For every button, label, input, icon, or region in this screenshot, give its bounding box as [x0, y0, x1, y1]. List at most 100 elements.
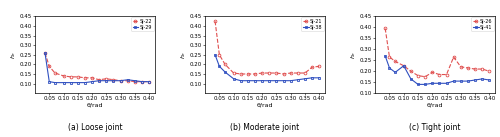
X-axis label: θ/rad: θ/rad: [427, 103, 444, 108]
SJ-22: [89, 77, 95, 79]
Text: (b) Moderate joint: (b) Moderate joint: [230, 122, 300, 132]
SJ-41: [444, 82, 450, 84]
SJ-29: [132, 80, 138, 82]
SJ-26: [450, 56, 456, 58]
SJ-41: [450, 80, 456, 82]
SJ-38: [274, 80, 280, 82]
SJ-26: [392, 61, 398, 62]
SJ-29: [82, 82, 88, 83]
SJ-22: [139, 81, 145, 82]
SJ-41: [436, 82, 442, 84]
SJ-41: [486, 79, 492, 81]
SJ-38: [230, 78, 236, 80]
SJ-26: [400, 65, 406, 67]
SJ-22: [46, 65, 52, 67]
SJ-41: [386, 67, 392, 69]
SJ-26: [386, 56, 392, 58]
Text: (c) Tight joint: (c) Tight joint: [410, 122, 461, 132]
SJ-21: [316, 65, 322, 67]
SJ-38: [316, 77, 322, 79]
SJ-29: [118, 80, 124, 82]
SJ-29: [124, 79, 130, 81]
SJ-29: [42, 52, 48, 54]
Line: SJ-38: SJ-38: [214, 53, 320, 82]
Y-axis label: $h_e$: $h_e$: [350, 51, 358, 59]
SJ-21: [295, 72, 301, 74]
SJ-38: [216, 65, 222, 67]
SJ-26: [382, 28, 388, 29]
SJ-22: [52, 72, 58, 74]
SJ-21: [252, 73, 258, 75]
SJ-41: [430, 82, 436, 84]
SJ-29: [75, 82, 81, 83]
SJ-38: [302, 78, 308, 80]
SJ-21: [222, 64, 228, 65]
SJ-29: [52, 82, 58, 83]
SJ-41: [465, 80, 471, 82]
SJ-29: [60, 82, 66, 83]
SJ-21: [266, 72, 272, 74]
SJ-41: [479, 78, 485, 80]
Y-axis label: $h_e$: $h_e$: [10, 51, 18, 59]
SJ-21: [259, 72, 265, 74]
SJ-22: [68, 76, 73, 78]
SJ-22: [82, 77, 88, 79]
SJ-26: [422, 76, 428, 78]
SJ-41: [422, 84, 428, 85]
SJ-21: [274, 72, 280, 74]
SJ-29: [89, 81, 95, 82]
SJ-38: [245, 80, 251, 82]
SJ-41: [415, 84, 421, 85]
Line: SJ-29: SJ-29: [44, 52, 150, 84]
SJ-29: [139, 81, 145, 82]
Line: SJ-26: SJ-26: [384, 27, 490, 78]
SJ-38: [295, 79, 301, 81]
SJ-38: [222, 71, 228, 73]
Line: SJ-22: SJ-22: [44, 52, 150, 83]
SJ-26: [408, 70, 414, 72]
Line: SJ-41: SJ-41: [384, 55, 490, 86]
SJ-38: [252, 80, 258, 82]
SJ-21: [216, 54, 222, 56]
Text: (a) Loose joint: (a) Loose joint: [68, 122, 122, 132]
SJ-21: [280, 73, 286, 75]
SJ-22: [104, 78, 110, 80]
SJ-38: [266, 80, 272, 82]
X-axis label: θ/rad: θ/rad: [257, 103, 273, 108]
SJ-22: [118, 80, 124, 82]
SJ-21: [302, 72, 308, 74]
SJ-21: [288, 72, 294, 74]
SJ-22: [75, 76, 81, 78]
SJ-41: [400, 65, 406, 67]
SJ-38: [259, 80, 265, 82]
SJ-29: [68, 82, 73, 83]
SJ-38: [238, 80, 244, 82]
SJ-29: [146, 81, 152, 82]
SJ-26: [479, 68, 485, 70]
SJ-41: [472, 79, 478, 81]
SJ-26: [486, 70, 492, 72]
SJ-22: [124, 80, 130, 82]
SJ-26: [436, 74, 442, 75]
SJ-29: [96, 80, 102, 82]
SJ-41: [392, 72, 398, 73]
Line: SJ-21: SJ-21: [214, 20, 320, 75]
SJ-26: [465, 67, 471, 69]
SJ-22: [60, 75, 66, 77]
Y-axis label: $h_e$: $h_e$: [180, 51, 188, 59]
SJ-26: [430, 72, 436, 73]
Legend: SJ-26, SJ-41: SJ-26, SJ-41: [472, 17, 494, 31]
SJ-29: [110, 80, 116, 82]
SJ-21: [309, 66, 315, 68]
SJ-22: [42, 52, 48, 54]
SJ-26: [472, 68, 478, 70]
SJ-26: [458, 66, 464, 68]
SJ-29: [104, 80, 110, 82]
SJ-22: [96, 79, 102, 81]
SJ-38: [288, 80, 294, 82]
SJ-21: [212, 20, 218, 22]
SJ-26: [415, 75, 421, 76]
SJ-26: [444, 74, 450, 75]
SJ-29: [46, 81, 52, 82]
SJ-38: [212, 54, 218, 56]
